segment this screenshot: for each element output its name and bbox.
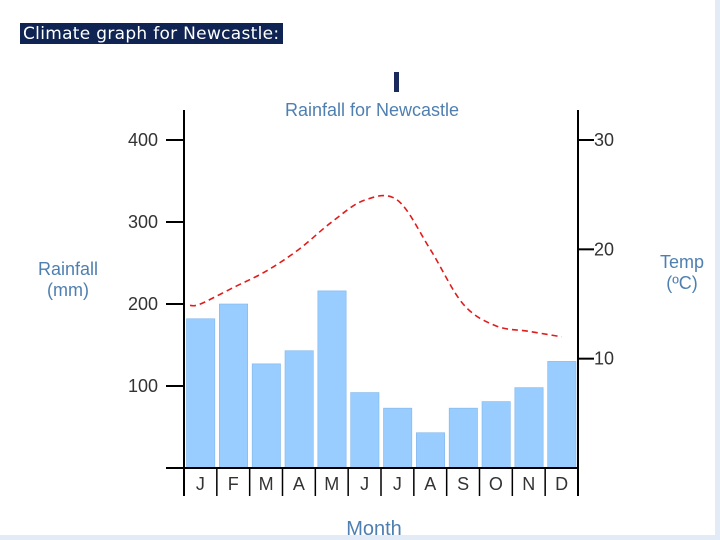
rainfall-bar-8	[416, 432, 445, 469]
rainfall-bar-11	[514, 387, 544, 469]
rainfall-bar-5	[317, 290, 347, 469]
x-tick-label-2: F	[228, 474, 239, 494]
x-tick-label-9: S	[457, 474, 469, 494]
rainfall-bar-3	[251, 363, 281, 469]
x-tick-label-12: D	[555, 474, 568, 494]
rainfall-bar-10	[481, 401, 511, 469]
right-edge-strip	[715, 0, 720, 540]
right-tick-label-10: 10	[594, 349, 614, 369]
x-tick-label-10: O	[489, 474, 503, 494]
chart-title: Rainfall for Newcastle	[285, 100, 459, 120]
y2-axis-label: Temp (ºC)	[660, 252, 704, 293]
rainfall-bar-9	[448, 407, 478, 469]
right-tick-label-30: 30	[594, 130, 614, 150]
right-tick-label-20: 20	[594, 239, 614, 259]
y-axis-label: Rainfall (mm)	[38, 259, 98, 300]
left-tick-label-100: 100	[128, 376, 158, 396]
left-tick-label-200: 200	[128, 294, 158, 314]
temperature-line	[189, 194, 562, 338]
x-tick-label-6: J	[360, 474, 369, 494]
rainfall-bar-4	[284, 350, 314, 469]
rainfall-bar-7	[383, 407, 413, 469]
x-tick-label-4: A	[293, 474, 305, 494]
rainfall-bar-6	[350, 392, 380, 469]
left-tick-label-400: 400	[128, 130, 158, 150]
rainfall-bar-2	[219, 303, 248, 469]
rainfall-bar-12	[547, 361, 577, 469]
x-tick-label-7: J	[393, 474, 402, 494]
x-axis-label: Month	[346, 518, 402, 540]
bottom-edge-strip	[0, 535, 720, 540]
x-tick-label-8: A	[424, 474, 436, 494]
x-tick-label-5: M	[324, 474, 339, 494]
rainfall-bar-1	[186, 318, 216, 469]
chart-header-title: Climate graph for Newcastle:	[20, 23, 284, 44]
left-tick-label-300: 300	[128, 212, 158, 232]
x-tick-label-11: N	[522, 474, 535, 494]
x-tick-label-3: M	[259, 474, 274, 494]
x-tick-label-1: J	[196, 474, 205, 494]
text-cursor-marker	[394, 72, 399, 92]
